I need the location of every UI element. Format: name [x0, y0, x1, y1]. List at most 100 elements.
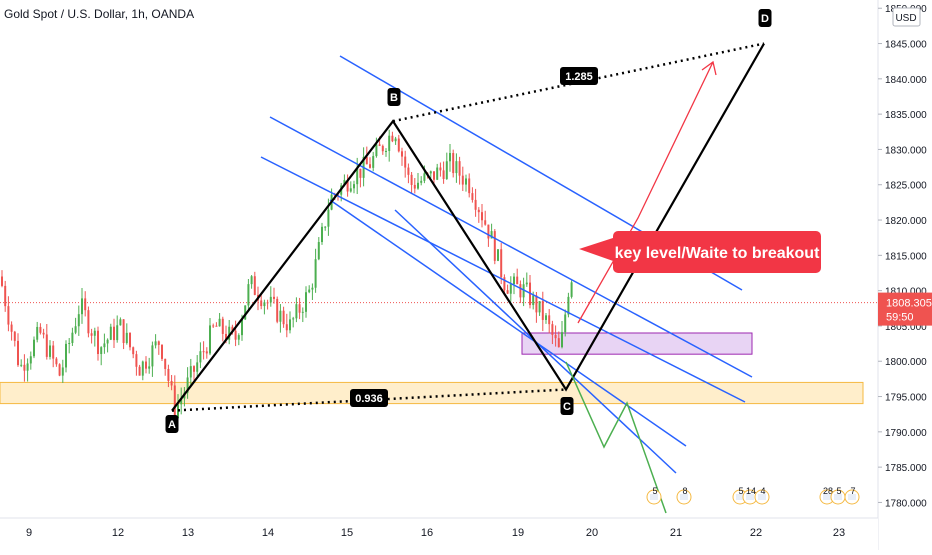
event-flag-icon [823, 494, 831, 500]
candle-body [167, 368, 170, 381]
channel-line [260, 156, 746, 403]
candle-body [231, 326, 234, 331]
y-tick-label: 1840.000 [885, 75, 927, 86]
candle-body [61, 367, 64, 376]
candle-body [327, 209, 330, 227]
candle-body [221, 318, 224, 334]
red-arrow-head [701, 60, 717, 76]
candle-body [260, 300, 263, 307]
price-axis[interactable] [878, 0, 932, 550]
candle-body [33, 339, 35, 357]
candle-body [522, 284, 525, 298]
candle-body [407, 167, 410, 175]
candle-body [381, 145, 384, 152]
candle-body [497, 249, 499, 261]
event-flag-icon [650, 494, 658, 500]
candle-body [20, 364, 23, 366]
candle-body [292, 318, 295, 320]
y-tick-label: 1795.000 [885, 393, 927, 404]
candle-body [343, 179, 346, 186]
candle-body [394, 138, 397, 142]
event-badge-count: 14 [746, 486, 756, 496]
candle-body [346, 179, 349, 192]
candle-body [314, 259, 317, 288]
candle-body [148, 366, 151, 369]
currency-button[interactable] [892, 7, 921, 27]
y-tick-label: 1780.000 [885, 498, 927, 509]
candle-body [199, 351, 202, 363]
point-b-label: B [390, 92, 398, 104]
event-badge-count: 5 [836, 486, 841, 496]
candle-body [500, 249, 503, 278]
candle-body [513, 276, 515, 285]
candle-body [266, 302, 269, 304]
candle-body [269, 296, 272, 303]
candle-body [39, 326, 42, 333]
candle-body [452, 153, 455, 174]
y-tick-label: 1815.000 [885, 251, 927, 262]
candle-body [404, 156, 407, 168]
candle-body [391, 135, 394, 142]
candle-body [151, 345, 154, 367]
candle-body [173, 385, 176, 419]
candle-body [55, 358, 58, 365]
y-tick-label: 1790.000 [885, 428, 927, 439]
candle-body [301, 311, 304, 313]
candle-body [177, 404, 179, 419]
candle-body [564, 314, 567, 333]
candle-body [81, 298, 83, 315]
candle-body [161, 344, 163, 359]
event-flag-icon [848, 494, 856, 500]
candle-body [487, 224, 490, 239]
candle-body [157, 341, 160, 345]
event-flag-icon [680, 494, 688, 500]
candle-body [477, 209, 480, 213]
candle-body [311, 287, 314, 290]
candle-body [212, 325, 215, 327]
candle-body [317, 242, 320, 260]
candle-body [209, 325, 211, 354]
candle-body [241, 319, 243, 336]
candle-body [337, 194, 339, 196]
candle-body [567, 296, 570, 315]
fib-0936-label-bg [350, 389, 388, 407]
candle-body [97, 330, 99, 355]
candle-body [541, 301, 544, 320]
countdown-label: 59:50 [886, 312, 914, 324]
candle-body [397, 138, 400, 152]
x-tick-label: 9 [26, 527, 32, 539]
candle-body [218, 318, 221, 327]
event-badge-count: 5 [652, 486, 657, 496]
candle-body [481, 212, 483, 221]
candle-body [324, 226, 327, 228]
candle-body [42, 332, 45, 335]
fib-0936-label: 0.936 [355, 393, 383, 405]
candle-body [77, 314, 80, 327]
candle-body [532, 295, 535, 306]
candle-body [68, 342, 71, 344]
candle-body [202, 351, 205, 353]
candle-body [26, 363, 29, 371]
current-price-badge [878, 292, 932, 326]
candle-body [253, 276, 256, 295]
candle-body [538, 301, 541, 313]
candle-body [349, 188, 352, 192]
candle-body [378, 144, 381, 146]
candle-body [247, 284, 250, 306]
candle-body [132, 347, 135, 355]
time-axis[interactable] [0, 518, 878, 550]
event-flag-icon [758, 494, 766, 500]
candle-body [141, 361, 144, 376]
candle-body [385, 150, 387, 152]
y-tick-label: 1820.000 [885, 216, 927, 227]
event-badge-count: 8 [682, 486, 687, 496]
candle-body [461, 175, 464, 185]
y-tick-label: 1825.000 [885, 181, 927, 192]
candle-body [551, 324, 554, 335]
candle-body [298, 304, 301, 313]
candle-body [439, 167, 442, 171]
